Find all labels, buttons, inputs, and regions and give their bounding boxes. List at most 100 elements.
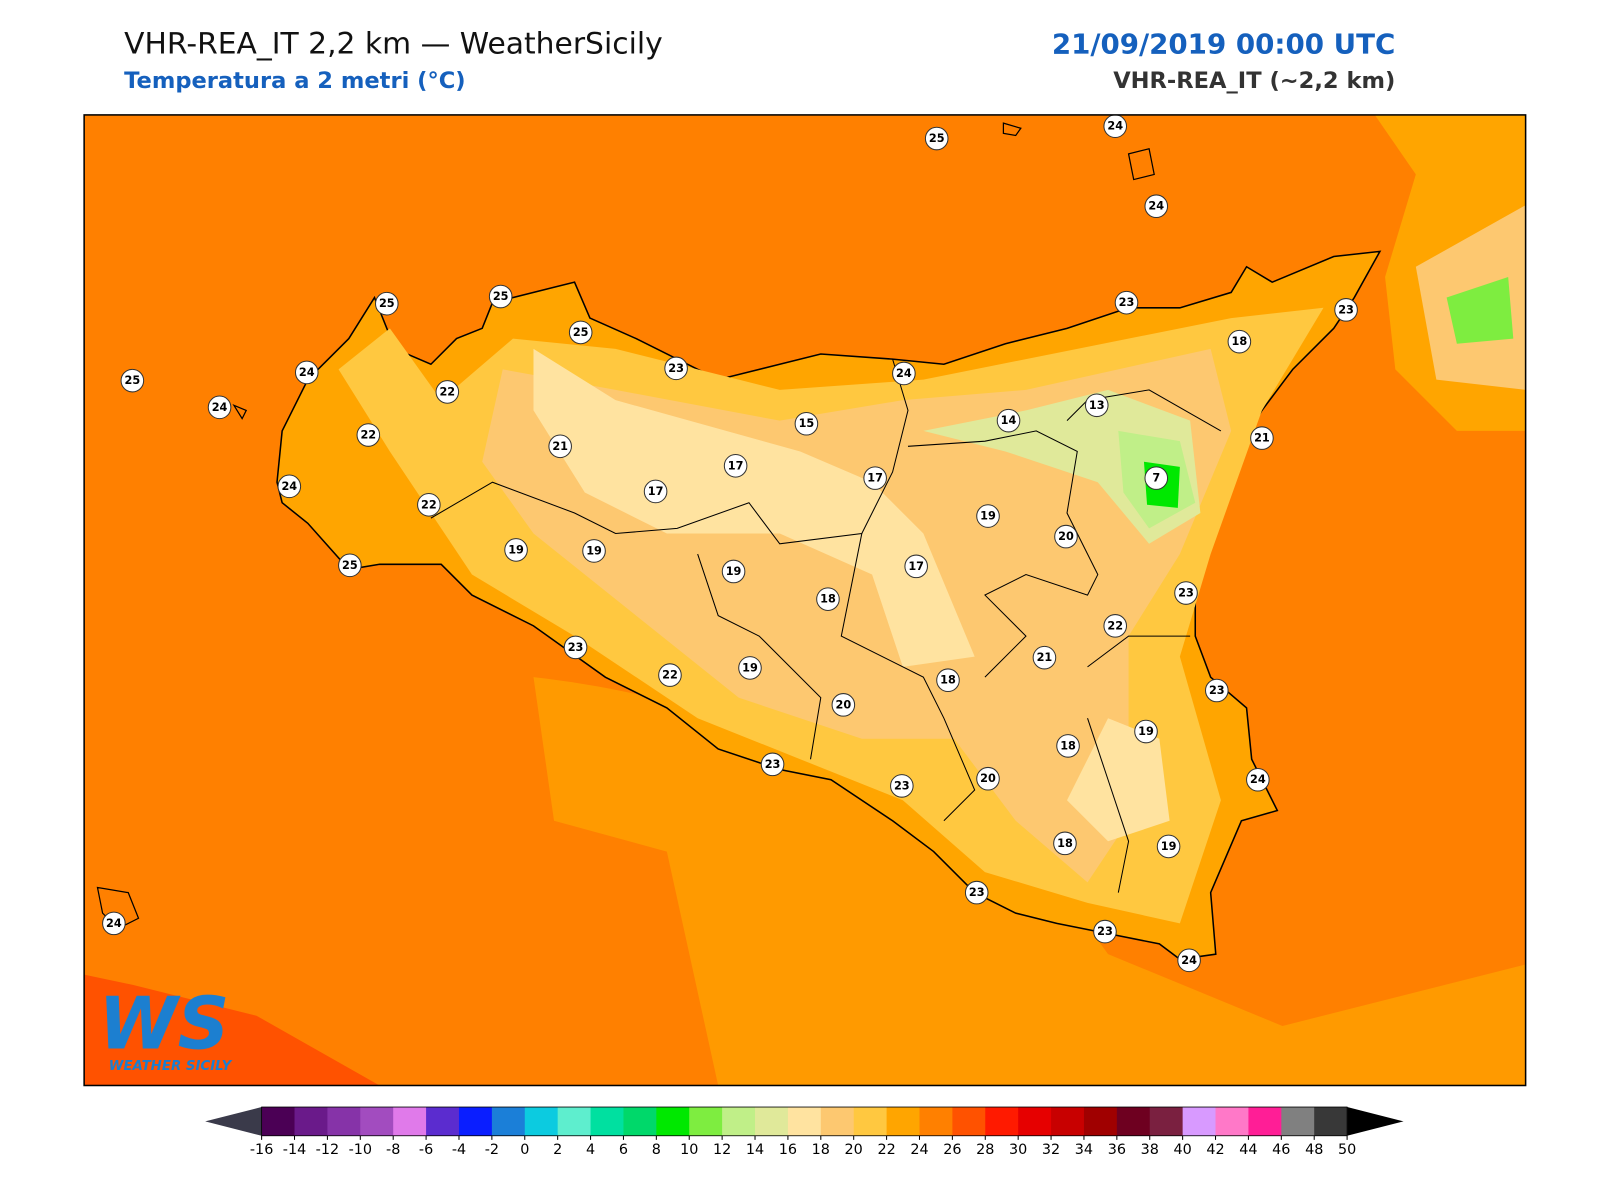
station-value: 23: [668, 362, 684, 375]
colorbar-bin: [590, 1107, 624, 1136]
colorbar-bin: [1083, 1107, 1118, 1136]
colorbar-tick-label: 20: [845, 1142, 863, 1158]
station-marker: [548, 434, 572, 459]
station-marker: [890, 774, 914, 798]
date: 21/09/2019 00:00 UTC: [1052, 27, 1395, 60]
station-marker: [582, 539, 606, 563]
border: [907, 430, 1099, 678]
border: [430, 358, 909, 545]
station-marker: [1053, 831, 1077, 856]
station-marker: [1246, 767, 1270, 792]
station-value: 25: [573, 326, 589, 339]
colorbar-bin: [623, 1107, 657, 1136]
colorbar-tick-label: 44: [1239, 1142, 1257, 1158]
station-value: 20: [1058, 530, 1074, 543]
station-marker: [1054, 524, 1078, 549]
colorbar-bin: [853, 1107, 888, 1136]
station-marker: [277, 474, 302, 499]
colorbar-under: [205, 1107, 262, 1136]
station-value: 18: [820, 593, 836, 606]
station-marker: [664, 356, 688, 381]
colorbar-tick-label: 18: [812, 1142, 830, 1158]
colorbar-tick-label: 16: [779, 1142, 797, 1158]
station-value: 22: [439, 385, 455, 398]
colorbar-bin: [656, 1107, 690, 1136]
station-marker: [816, 587, 840, 611]
station-marker: [964, 880, 989, 905]
station-marker: [1156, 834, 1181, 859]
border: [697, 553, 822, 760]
station-value: 25: [342, 559, 358, 572]
station-value: 19: [1161, 840, 1177, 853]
station-marker: [1177, 948, 1201, 973]
border: [1087, 635, 1191, 893]
station-value: 24: [1107, 120, 1123, 133]
colorbar-bin: [722, 1107, 756, 1136]
colorbar-bin: [1314, 1107, 1348, 1136]
colorbar-tick-label: 30: [1009, 1142, 1027, 1158]
island: [1127, 148, 1155, 181]
station-marker: [658, 663, 682, 687]
station-marker: [976, 504, 1000, 528]
colorbar-bin: [820, 1107, 855, 1136]
station-marker: [120, 368, 145, 393]
colorbar-bin: [1215, 1107, 1249, 1136]
station-marker: [563, 635, 588, 660]
station-value: 24: [299, 366, 315, 379]
station-marker: [338, 553, 362, 578]
station-marker: [738, 656, 762, 680]
colorbar-bin: [327, 1107, 361, 1136]
colorbar-bin: [1281, 1107, 1315, 1136]
zone-16-18-se: [1067, 718, 1170, 842]
station-marker: [207, 395, 232, 420]
station-value: 24: [212, 401, 228, 414]
station-marker: [356, 423, 381, 447]
station-marker: [723, 454, 748, 478]
map-frame: [83, 114, 1527, 1087]
logo-mark: WS: [98, 982, 229, 1066]
station-value: 25: [929, 132, 945, 145]
station-marker: [488, 284, 513, 309]
warm-area: [84, 974, 380, 1086]
station-marker: [374, 291, 399, 316]
station-value: 19: [1138, 725, 1154, 738]
station-value: 24: [281, 480, 297, 493]
station-marker: [924, 126, 949, 151]
colorbar-bin: [426, 1107, 460, 1136]
colorbar-tick-label: 34: [1075, 1142, 1093, 1158]
station-value: 24: [896, 367, 912, 380]
station-value: 25: [125, 374, 141, 387]
station-marker: [831, 693, 856, 717]
colorbar-bin: [1182, 1107, 1217, 1136]
station-value: 7: [1152, 472, 1160, 485]
station-value: 19: [980, 510, 996, 523]
station-value: 19: [508, 543, 524, 556]
station-value: 18: [940, 674, 956, 687]
station-value: 22: [421, 498, 437, 511]
colorbar-bin: [557, 1107, 592, 1136]
station-value: 20: [980, 772, 996, 785]
colorbar-tick-label: 32: [1042, 1142, 1060, 1158]
colorbar-tick-label: -12: [316, 1142, 339, 1158]
station-marker: [892, 361, 916, 386]
colorbar-tick-label: 36: [1108, 1142, 1126, 1158]
station-value: 25: [379, 297, 395, 310]
colorbar-tick-label: -2: [485, 1142, 499, 1158]
station-value: 23: [1209, 684, 1225, 697]
colorbar-tick-label: 46: [1272, 1142, 1290, 1158]
calabria-peak: [1446, 277, 1514, 344]
colorbar-bin: [1051, 1107, 1085, 1136]
logo-text: WEATHER SICILY: [109, 1059, 233, 1074]
station-marker: [1084, 393, 1109, 418]
station-value: 21: [552, 440, 568, 453]
colorbar-tick-label: 4: [586, 1142, 595, 1158]
station-marker: [976, 766, 1000, 791]
colorbar-tick-label: -8: [386, 1142, 400, 1158]
colorbar-tick-label: -4: [452, 1142, 466, 1158]
station-marker: [1144, 194, 1169, 219]
station-value: 17: [908, 560, 924, 573]
colorbar-tick-label: 26: [943, 1142, 961, 1158]
station-value: 17: [728, 459, 744, 472]
island: [232, 403, 248, 420]
